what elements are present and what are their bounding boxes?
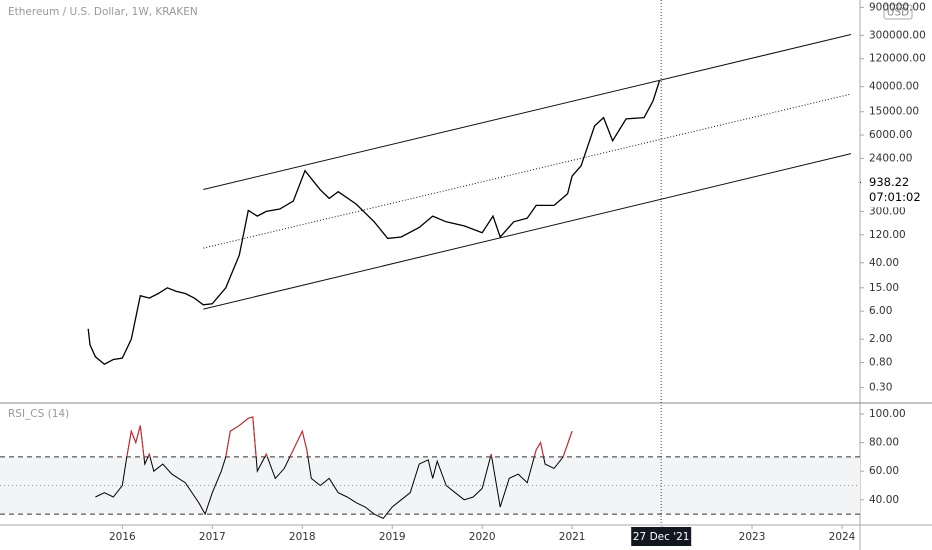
x-tick-label: 2021 [559,531,586,543]
rsi-line [95,416,573,520]
channel-line [203,153,852,310]
x-tick-label: 2023 [739,531,766,543]
x-tick-label: 2016 [109,531,136,543]
y-tick-label: 0.80 [869,357,892,369]
y-tick-label: 40.00 [869,257,899,269]
y-tick-label: 900000.00 [869,1,926,13]
last-price-label: 938.22 [869,175,909,189]
y-tick-label: 15000.00 [869,106,919,118]
rsi-y-tick-label: 60.00 [869,465,899,477]
y-tick-label: 120000.00 [869,53,926,65]
rsi-y-tick-label: 100.00 [869,408,906,420]
y-tick-label: 2400.00 [869,152,912,164]
channel-line [203,34,852,191]
y-tick-label: 6.00 [869,305,892,317]
crosshair-label-box [631,527,692,546]
x-tick-label: 2019 [379,531,406,543]
y-tick-label: 15.00 [869,282,899,294]
y-tick-label: 300000.00 [869,29,926,41]
rsi-y-tick-label: 40.00 [869,494,899,506]
x-tick-label: 2020 [469,531,496,543]
y-tick-label: 6000.00 [869,129,912,141]
indicator-title: RSI_CS (14) [8,408,69,420]
currency-label: USD [887,7,909,19]
y-tick-label: 120.00 [869,229,906,241]
price-line [87,80,661,365]
x-tick-label: 2018 [289,531,316,543]
chart-title: Ethereum / U.S. Dollar, 1W, KRAKEN [8,6,198,18]
y-tick-label: 0.30 [869,382,892,394]
currency-badge[interactable] [883,4,913,20]
crosshair-label: 27 Dec '21 [633,531,690,543]
countdown-label: 07:01:02 [869,190,921,204]
x-tick-label: 2024 [829,531,856,543]
x-tick-label: 2017 [199,531,226,543]
last-price-box [861,173,932,208]
y-tick-label: 300.00 [869,205,906,217]
rsi-y-tick-label: 80.00 [869,437,899,449]
y-tick-label: 40000.00 [869,81,919,93]
y-tick-label: 2.00 [869,333,892,345]
